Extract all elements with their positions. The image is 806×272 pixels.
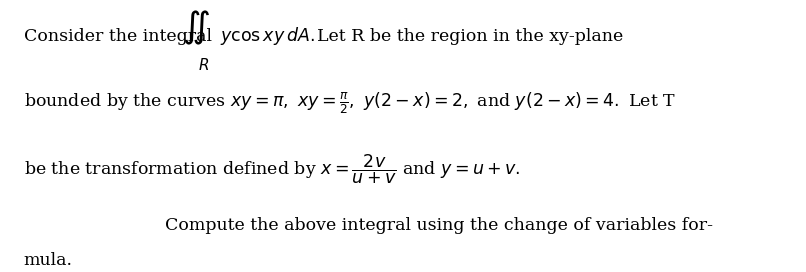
- Text: $y\cos xy\,dA.$: $y\cos xy\,dA.$: [220, 25, 315, 47]
- Text: be the transformation defined by $x = \dfrac{2v}{u+v}$ and $y = u + v.$: be the transformation defined by $x = \d…: [23, 153, 520, 186]
- Text: Compute the above integral using the change of variables for-: Compute the above integral using the cha…: [164, 217, 713, 234]
- Text: $\iint$: $\iint$: [182, 9, 210, 47]
- Text: Consider the integral: Consider the integral: [23, 27, 212, 45]
- Text: Let R be the region in the xy-plane: Let R be the region in the xy-plane: [317, 27, 623, 45]
- Text: bounded by the curves $xy = \pi,\ xy = \frac{\pi}{2},\ y(2-x) = 2,$ and $y(2-x) : bounded by the curves $xy = \pi,\ xy = \…: [23, 90, 675, 116]
- Text: mula.: mula.: [23, 252, 73, 269]
- Text: $R$: $R$: [197, 57, 209, 73]
